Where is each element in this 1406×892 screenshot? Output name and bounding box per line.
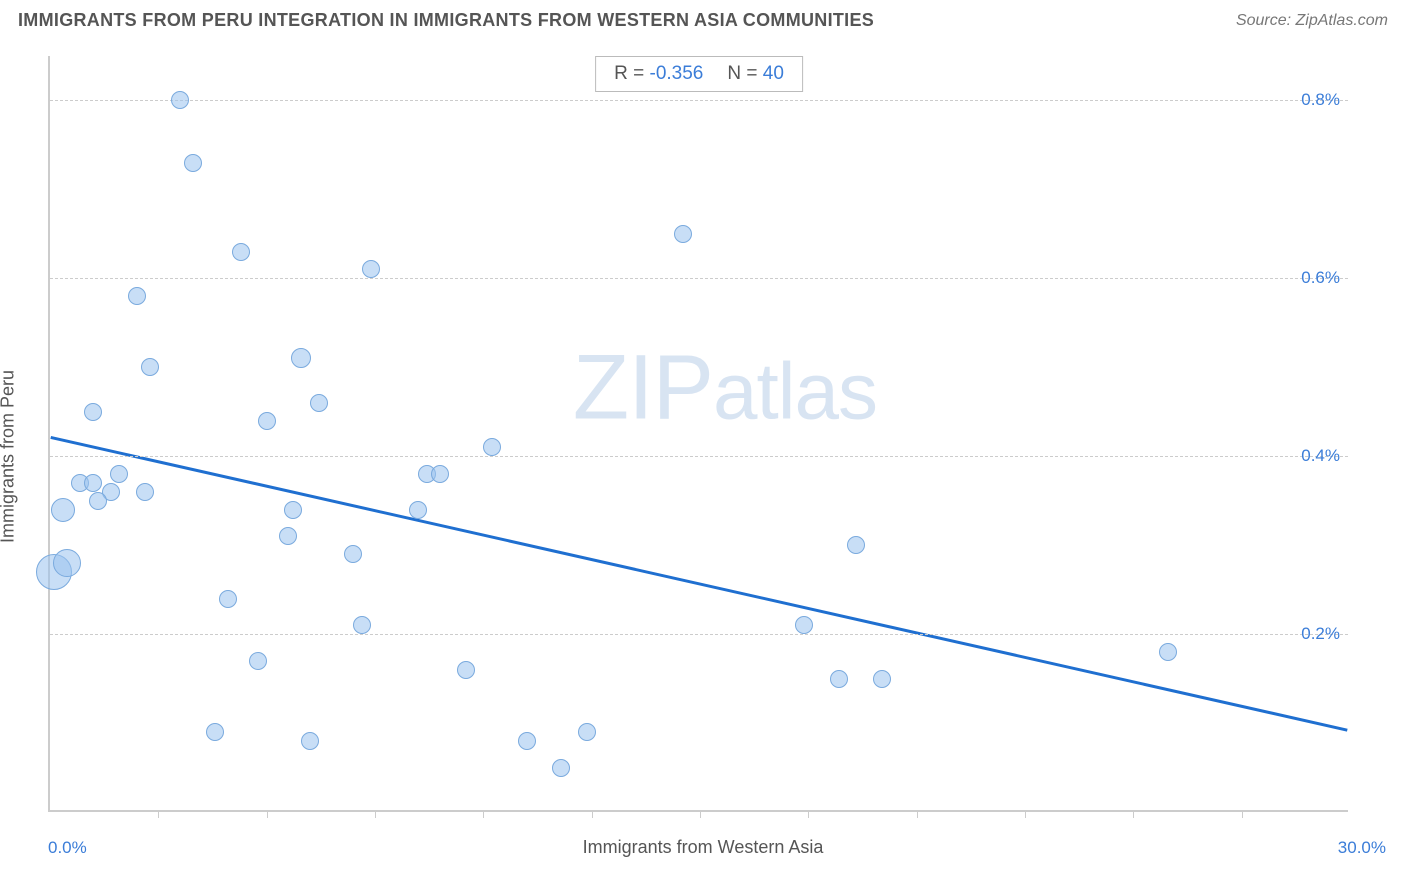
x-tick: [483, 810, 484, 818]
scatter-point: [184, 154, 202, 172]
chart-plot-area: ZIPatlas R = -0.356 N = 40 0.2% 0.4% 0.6% 0…: [48, 56, 1348, 812]
x-axis-label: Immigrants from Western Asia: [583, 837, 824, 858]
x-tick: [1025, 810, 1026, 818]
scatter-point: [847, 536, 865, 554]
scatter-point: [795, 616, 813, 634]
x-tick: [158, 810, 159, 818]
scatter-point: [279, 527, 297, 545]
scatter-point: [873, 670, 891, 688]
x-axis-max: 30.0%: [1338, 838, 1386, 858]
grid-line: [50, 456, 1348, 457]
scatter-point: [206, 723, 224, 741]
scatter-point: [362, 260, 380, 278]
scatter-point: [674, 225, 692, 243]
scatter-point: [552, 759, 570, 777]
scatter-point: [431, 465, 449, 483]
stats-r-label: R =: [614, 63, 644, 84]
x-axis-min: 0.0%: [48, 838, 87, 858]
scatter-point: [310, 394, 328, 412]
y-tick-label: 0.6%: [1301, 268, 1340, 288]
scatter-point: [457, 661, 475, 679]
stats-r: R = -0.356: [614, 63, 703, 85]
stats-r-value: -0.356: [649, 63, 703, 84]
stats-n-label: N =: [727, 63, 757, 84]
y-tick-label: 0.4%: [1301, 446, 1340, 466]
scatter-point: [136, 483, 154, 501]
scatter-point: [291, 348, 311, 368]
grid-line: [50, 100, 1348, 101]
scatter-point: [353, 616, 371, 634]
scatter-point: [344, 545, 362, 563]
x-tick: [1133, 810, 1134, 818]
x-tick: [808, 810, 809, 818]
scatter-point: [409, 501, 427, 519]
scatter-point: [141, 358, 159, 376]
y-tick-label: 0.2%: [1301, 624, 1340, 644]
x-tick: [267, 810, 268, 818]
scatter-point: [53, 549, 81, 577]
scatter-point: [89, 492, 107, 510]
x-tick: [375, 810, 376, 818]
y-axis-label: Immigrants from Peru: [0, 370, 19, 543]
y-tick-label: 0.8%: [1301, 90, 1340, 110]
scatter-point: [518, 732, 536, 750]
watermark: ZIPatlas: [573, 335, 877, 440]
scatter-point: [1159, 643, 1177, 661]
stats-box: R = -0.356 N = 40: [595, 56, 803, 92]
scatter-point: [84, 403, 102, 421]
chart-source: Source: ZipAtlas.com: [1236, 12, 1388, 30]
scatter-point: [171, 91, 189, 109]
stats-n-value: 40: [763, 63, 784, 84]
grid-line: [50, 634, 1348, 635]
x-tick: [1242, 810, 1243, 818]
stats-n: N = 40: [727, 63, 784, 85]
scatter-point: [249, 652, 267, 670]
scatter-point: [219, 590, 237, 608]
x-tick: [700, 810, 701, 818]
scatter-point: [110, 465, 128, 483]
scatter-point: [128, 287, 146, 305]
scatter-point: [232, 243, 250, 261]
trend-line: [50, 56, 1348, 810]
scatter-point: [301, 732, 319, 750]
scatter-point: [483, 438, 501, 456]
chart-title: IMMIGRANTS FROM PERU INTEGRATION IN IMMI…: [18, 10, 874, 31]
scatter-point: [830, 670, 848, 688]
scatter-point: [84, 474, 102, 492]
scatter-point: [51, 498, 75, 522]
grid-line: [50, 278, 1348, 279]
scatter-point: [258, 412, 276, 430]
scatter-point: [284, 501, 302, 519]
scatter-point: [578, 723, 596, 741]
x-tick: [592, 810, 593, 818]
x-tick: [917, 810, 918, 818]
